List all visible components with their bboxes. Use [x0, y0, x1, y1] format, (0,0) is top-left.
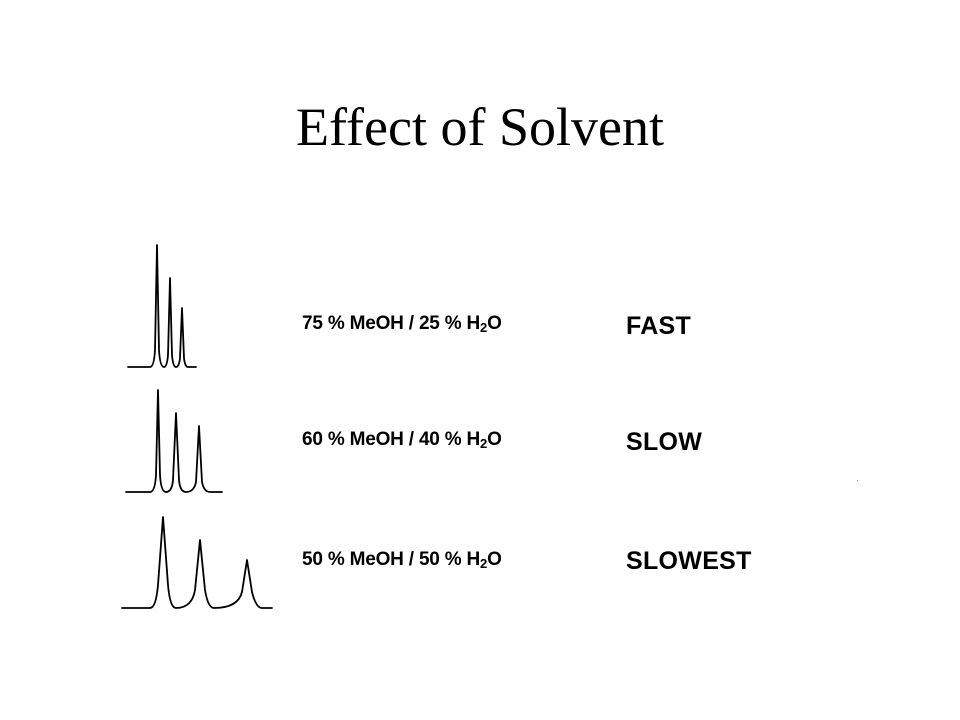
slide-title: Effect of Solvent — [296, 97, 664, 157]
chromatogram-slow — [125, 389, 223, 493]
chromatogram-slowest — [121, 516, 273, 609]
condition-label-fast: 75 % MeOH / 25 % H2O — [302, 313, 502, 335]
stray-dot — [857, 480, 858, 481]
speed-label-slowest: SLOWEST — [626, 547, 752, 575]
condition-label-slowest: 50 % MeOH / 50 % H2O — [302, 549, 502, 571]
chromatograms — [121, 244, 273, 609]
condition-label-slow: 60 % MeOH / 40 % H2O — [302, 429, 502, 451]
chromatogram-fast — [127, 244, 197, 368]
speed-label-fast: FAST — [626, 312, 692, 340]
speed-label-slow: SLOW — [626, 428, 703, 456]
